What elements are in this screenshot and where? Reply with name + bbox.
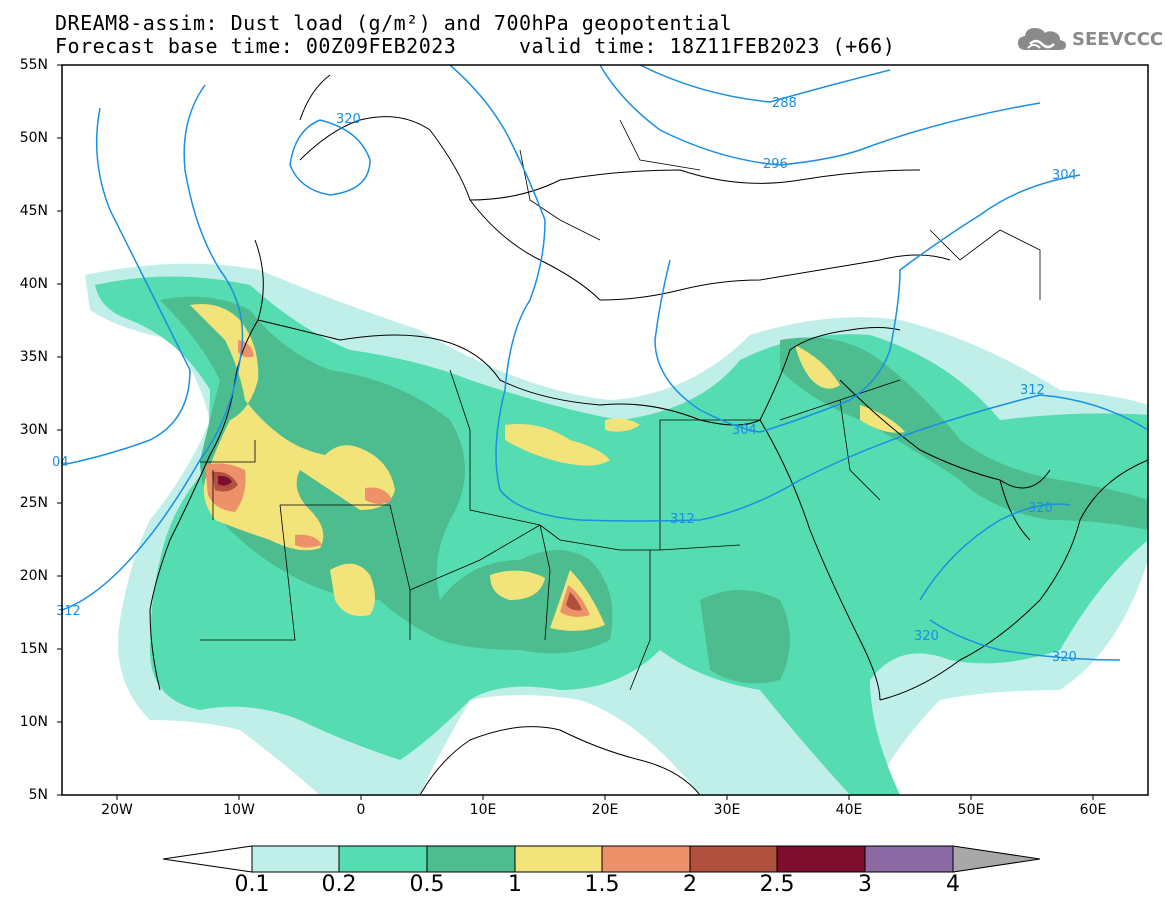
contour-label: 312 [1020, 383, 1045, 398]
dust-layer-1-sahara [330, 563, 375, 616]
dust-layer-1.5-mali [295, 534, 322, 548]
dust-layer-1-iraq2 [860, 405, 905, 433]
colorbar-label: 0.1 [234, 872, 270, 897]
contour-label: 312 [56, 604, 81, 619]
cloud-icon [1018, 28, 1066, 50]
geopotential-contours [62, 65, 1148, 661]
dust-layer-2-sudan [566, 592, 582, 611]
dust-layer-0.5-east [780, 337, 1148, 530]
colorbar-label: 1.5 [584, 872, 620, 897]
lon-label: 20W [101, 802, 133, 818]
lat-label: 5N [28, 787, 48, 803]
colorbar-segment [514, 845, 603, 873]
colorbar-label: 4 [946, 872, 960, 897]
colorbar-label: 2.5 [759, 872, 795, 897]
logo-text: SEEVCCC [1072, 28, 1164, 50]
lat-label: 55N [19, 57, 48, 73]
colorbar-segment [689, 845, 778, 873]
contour-label: 304 [1052, 168, 1077, 183]
colorbar-high-arrow [952, 845, 1041, 873]
lat-label: 10N [19, 714, 48, 730]
map-subtitle: Forecast base time: 00Z09FEB2023 valid t… [55, 34, 896, 58]
dust-layer-0.5-nile [700, 590, 790, 684]
lon-label: 30E [713, 802, 741, 818]
colorbar-segment [601, 845, 691, 873]
colorbar-segment [864, 845, 954, 873]
colorbar-segment [251, 845, 340, 873]
contour-label: 320 [1052, 650, 1077, 665]
contour-labels: 320 288 296 304 312 304 312 312 320 320 … [52, 96, 1077, 665]
dust-layer-1-chad [490, 570, 545, 600]
lon-label: 20E [591, 802, 619, 818]
colorbar-label: 1 [508, 872, 522, 897]
contour-label: 320 [1028, 501, 1053, 516]
lon-label: 60E [1079, 802, 1107, 818]
lon-label: 40E [835, 802, 863, 818]
dust-layer-1-libya [505, 424, 610, 466]
dust-field [85, 263, 1148, 795]
colorbar-label: 2 [683, 872, 697, 897]
contour-label: 296 [763, 157, 788, 172]
lat-label: 20N [19, 568, 48, 584]
contour-label: 288 [772, 96, 797, 111]
colorbar-segment [776, 845, 866, 873]
lon-label: 0 [356, 802, 366, 818]
dust-layer-1.5-algeria [365, 487, 392, 504]
seevccc-logo: SEEVCCC [1016, 24, 1163, 54]
dust-layer-1-libya2 [605, 418, 640, 432]
lat-label: 30N [19, 422, 48, 438]
lat-label: 15N [19, 641, 48, 657]
coastlines [149, 74, 1148, 795]
lon-label: 10W [223, 802, 255, 818]
contour-label: 320 [336, 112, 361, 127]
lat-label: 35N [19, 349, 48, 365]
colorbar-segment [426, 845, 516, 873]
colorbar-label: 0.5 [409, 872, 445, 897]
lon-label: 50E [957, 802, 985, 818]
colorbar-label: 0.2 [321, 872, 357, 897]
colorbar-segment [338, 845, 428, 873]
contour-label: 04 [52, 455, 69, 470]
contour-label: 312 [670, 512, 695, 527]
lat-label: 40N [19, 276, 48, 292]
dust-layer-1-iraq [795, 345, 840, 389]
map-title: DREAM8-assim: Dust load (g/m²) and 700hP… [55, 11, 733, 35]
lat-label: 25N [19, 495, 48, 511]
contour-label: 320 [914, 629, 939, 644]
contour-label: 304 [732, 423, 757, 438]
colorbar [162, 845, 1041, 873]
axis-ticks [57, 64, 1094, 800]
lat-label: 50N [19, 130, 48, 146]
colorbar-low-arrow [162, 845, 253, 873]
lat-label: 45N [19, 203, 48, 219]
lon-label: 10E [469, 802, 497, 818]
colorbar-label: 3 [858, 872, 872, 897]
dust-layer-2.5 [218, 475, 232, 486]
country-borders [200, 119, 1041, 691]
